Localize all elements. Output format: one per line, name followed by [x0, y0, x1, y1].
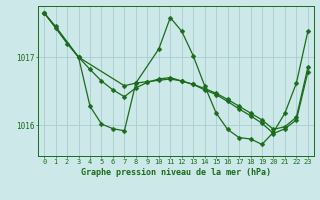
X-axis label: Graphe pression niveau de la mer (hPa): Graphe pression niveau de la mer (hPa)	[81, 168, 271, 177]
